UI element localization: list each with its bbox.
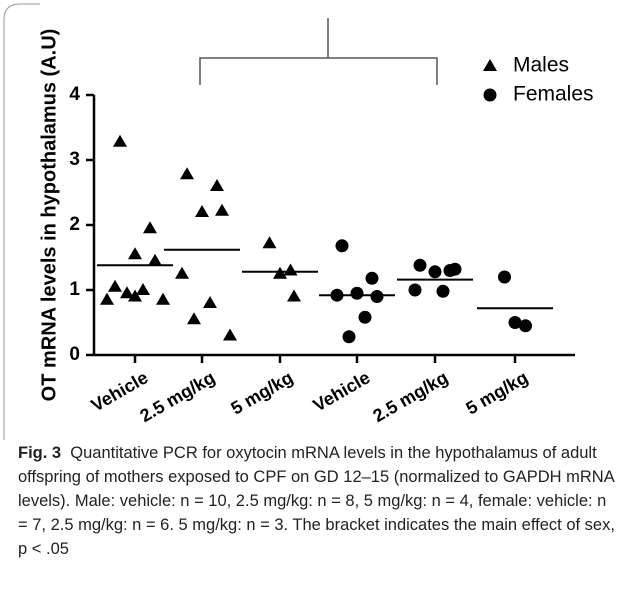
data-point	[203, 296, 217, 308]
legend-marker	[483, 59, 497, 71]
data-point	[428, 265, 442, 279]
data-point	[436, 284, 450, 298]
y-tick-label: 1	[69, 279, 80, 300]
bracket	[199, 18, 438, 85]
data-point	[195, 205, 209, 217]
data-point	[335, 239, 349, 253]
legend-label: Males	[513, 54, 569, 77]
x-tick-label: 2.5 mg/kg	[369, 367, 451, 426]
data-point	[120, 286, 134, 299]
data-point	[519, 319, 532, 333]
data-point	[223, 328, 237, 341]
caption-text: Quantitative PCR for oxytocin mRNA level…	[18, 444, 615, 558]
data-point	[187, 312, 201, 325]
data-point	[143, 221, 157, 234]
data-point	[413, 258, 427, 272]
data-point	[287, 289, 301, 302]
data-point	[148, 253, 162, 266]
y-axis-label: OT mRNA levels in hypothalamus (A.U)	[38, 29, 60, 402]
data-point	[180, 167, 194, 180]
caption: Fig. 3 Quantitative PCR for oxytocin mRN…	[18, 441, 618, 561]
data-point	[358, 310, 372, 324]
y-tick-label: 2	[69, 214, 80, 235]
data-point	[136, 283, 150, 295]
x-tick-label: 2.5 mg/kg	[136, 367, 218, 426]
data-point	[408, 283, 422, 297]
data-point	[448, 262, 462, 276]
data-point	[215, 203, 229, 216]
data-point	[100, 292, 114, 305]
data-point	[508, 316, 522, 329]
data-point	[350, 286, 364, 300]
data-point	[128, 289, 142, 302]
data-point	[262, 236, 277, 249]
chart: OT mRNA levels in hypothalamus (A.U) 0 1 2…	[3, 3, 594, 440]
data-point	[365, 271, 379, 285]
x-tick-label: Vehicle	[310, 367, 374, 415]
data-point	[370, 290, 384, 303]
data-point	[128, 247, 142, 260]
data-point	[156, 292, 170, 305]
x-tick-label: 5 mg/kg	[462, 367, 531, 418]
frame	[3, 3, 40, 440]
y-tick-label: 3	[69, 149, 80, 170]
data-point	[108, 279, 122, 292]
data-point	[498, 270, 511, 284]
legend-label: Females	[513, 83, 594, 106]
legend-marker	[483, 88, 497, 102]
y-tick-label: 0	[69, 344, 80, 365]
data-point	[283, 263, 298, 276]
caption-label: Fig. 3	[18, 444, 62, 462]
data-point	[175, 266, 189, 279]
y-tick-label: 4	[69, 84, 80, 105]
data-point	[210, 179, 224, 191]
data-point	[342, 330, 356, 344]
data-point	[113, 134, 127, 147]
x-tick-label: 5 mg/kg	[227, 367, 296, 418]
